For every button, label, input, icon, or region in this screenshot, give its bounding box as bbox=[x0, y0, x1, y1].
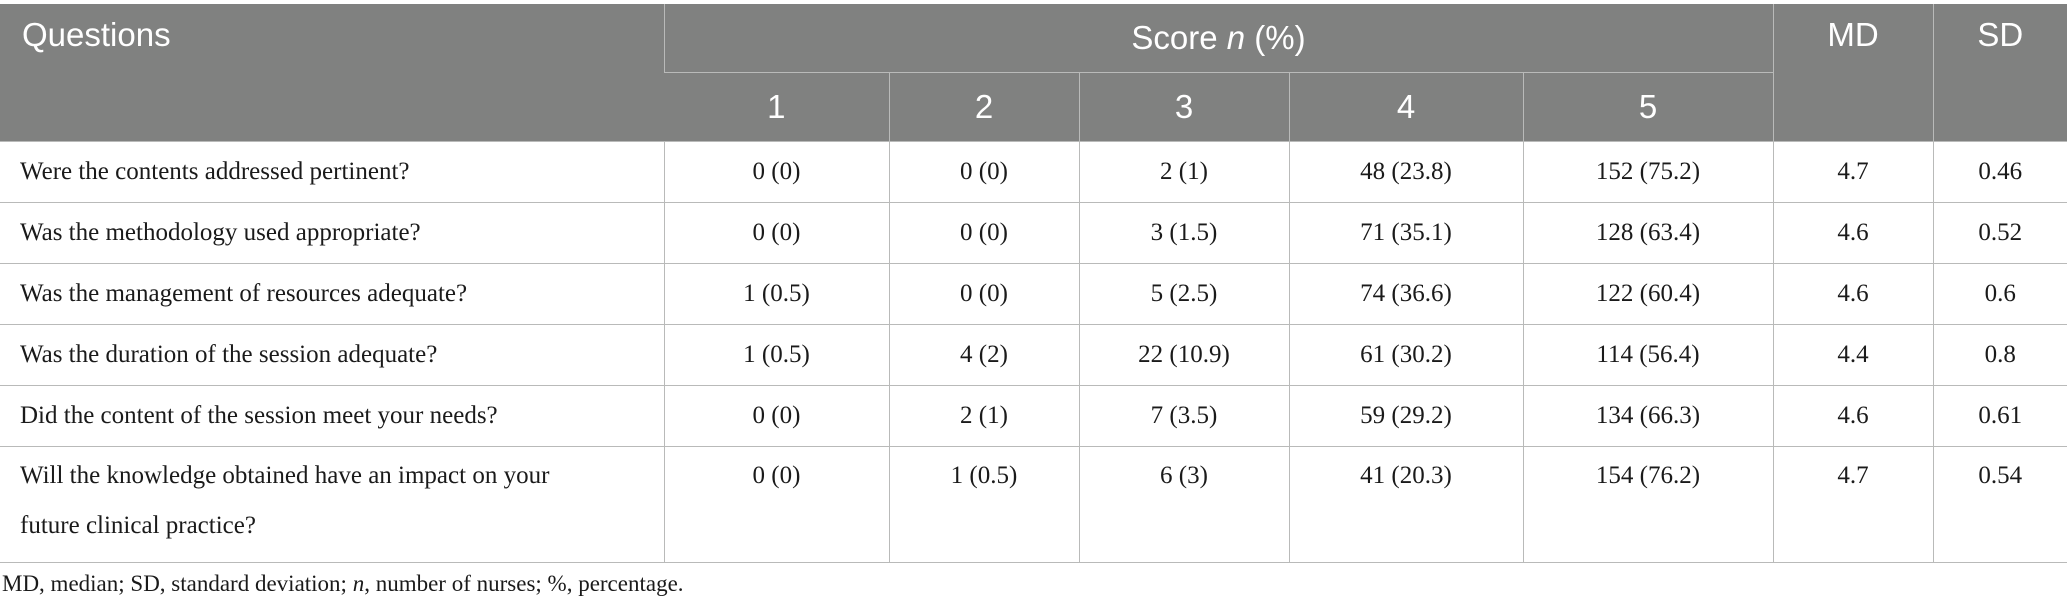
header-score-group: Score n (%) bbox=[663, 4, 1773, 73]
score-percent-label: (%) bbox=[1245, 19, 1306, 56]
score-3-cell: 7 (3.5) bbox=[1078, 385, 1290, 447]
score-1-cell: 0 (0) bbox=[663, 446, 890, 563]
table-footnote: MD, median; SD, standard deviation; n, n… bbox=[2, 571, 684, 597]
md-cell: 4.4 bbox=[1772, 324, 1934, 386]
score-2-cell: 0 (0) bbox=[888, 202, 1080, 264]
footnote-part-1: MD, median; SD, standard deviation; bbox=[2, 571, 353, 596]
score-4-cell: 59 (29.2) bbox=[1288, 385, 1524, 447]
score-4-cell: 74 (36.6) bbox=[1288, 263, 1524, 325]
score-4-cell: 61 (30.2) bbox=[1288, 324, 1524, 386]
score-4-cell: 41 (20.3) bbox=[1288, 446, 1524, 563]
score-5-cell: 152 (75.2) bbox=[1522, 141, 1774, 203]
score-5-cell: 114 (56.4) bbox=[1522, 324, 1774, 386]
footnote-part-2: , number of nurses; %, percentage. bbox=[364, 571, 684, 596]
score-3-cell: 6 (3) bbox=[1078, 446, 1290, 563]
md-cell: 4.7 bbox=[1772, 141, 1934, 203]
score-3-cell: 3 (1.5) bbox=[1078, 202, 1290, 264]
header-md: MD bbox=[1772, 4, 1933, 142]
table-row: Were the contents addressed pertinent? 0… bbox=[0, 141, 2067, 203]
question-cell: Will the knowledge obtained have an impa… bbox=[0, 446, 665, 563]
score-2-cell: 0 (0) bbox=[888, 263, 1080, 325]
table-row: Was the methodology used appropriate? 0 … bbox=[0, 202, 2067, 264]
table-row: Did the content of the session meet your… bbox=[0, 385, 2067, 447]
sd-cell: 0.52 bbox=[1932, 202, 2067, 264]
question-cell: Were the contents addressed pertinent? bbox=[0, 141, 665, 203]
question-cell: Did the content of the session meet your… bbox=[0, 385, 665, 447]
header-sd: SD bbox=[1932, 4, 2067, 142]
question-line-2: future clinical practice? bbox=[20, 512, 256, 539]
score-1-cell: 1 (0.5) bbox=[663, 324, 890, 386]
sd-cell: 0.54 bbox=[1932, 446, 2067, 563]
header-score-2: 2 bbox=[888, 72, 1079, 142]
score-2-cell: 4 (2) bbox=[888, 324, 1080, 386]
header-questions: Questions bbox=[0, 4, 664, 142]
md-cell: 4.6 bbox=[1772, 385, 1934, 447]
score-3-cell: 2 (1) bbox=[1078, 141, 1290, 203]
sd-cell: 0.61 bbox=[1932, 385, 2067, 447]
question-cell: Was the methodology used appropriate? bbox=[0, 202, 665, 264]
md-cell: 4.6 bbox=[1772, 263, 1934, 325]
score-2-cell: 0 (0) bbox=[888, 141, 1080, 203]
score-1-cell: 0 (0) bbox=[663, 202, 890, 264]
md-cell: 4.6 bbox=[1772, 202, 1934, 264]
header-score-3: 3 bbox=[1078, 72, 1289, 142]
header-score-5: 5 bbox=[1522, 72, 1773, 142]
score-2-cell: 1 (0.5) bbox=[888, 446, 1080, 563]
score-2-cell: 2 (1) bbox=[888, 385, 1080, 447]
score-5-cell: 154 (76.2) bbox=[1522, 446, 1774, 563]
survey-results-table: Questions Score n (%) MD SD 1 2 3 4 5 We… bbox=[0, 4, 2067, 563]
sd-cell: 0.6 bbox=[1932, 263, 2067, 325]
score-n-label: n bbox=[1226, 19, 1246, 56]
table-row: Was the duration of the session adequate… bbox=[0, 324, 2067, 386]
question-cell: Was the duration of the session adequate… bbox=[0, 324, 665, 386]
score-4-cell: 48 (23.8) bbox=[1288, 141, 1524, 203]
header-score-4: 4 bbox=[1288, 72, 1523, 142]
score-5-cell: 128 (63.4) bbox=[1522, 202, 1774, 264]
score-5-cell: 134 (66.3) bbox=[1522, 385, 1774, 447]
score-5-cell: 122 (60.4) bbox=[1522, 263, 1774, 325]
table-row: Will the knowledge obtained have an impa… bbox=[0, 446, 2067, 563]
score-3-cell: 22 (10.9) bbox=[1078, 324, 1290, 386]
question-line-1: Will the knowledge obtained have an impa… bbox=[20, 462, 550, 489]
footnote-n: n bbox=[352, 571, 365, 596]
question-cell: Was the management of resources adequate… bbox=[0, 263, 665, 325]
score-1-cell: 0 (0) bbox=[663, 141, 890, 203]
score-4-cell: 71 (35.1) bbox=[1288, 202, 1524, 264]
header-score-1: 1 bbox=[664, 72, 889, 142]
score-3-cell: 5 (2.5) bbox=[1078, 263, 1290, 325]
score-1-cell: 0 (0) bbox=[663, 385, 890, 447]
sd-cell: 0.46 bbox=[1932, 141, 2067, 203]
md-cell: 4.7 bbox=[1772, 446, 1934, 563]
sd-cell: 0.8 bbox=[1932, 324, 2067, 386]
score-label: Score bbox=[1131, 19, 1227, 56]
table-row: Was the management of resources adequate… bbox=[0, 263, 2067, 325]
score-1-cell: 1 (0.5) bbox=[663, 263, 890, 325]
